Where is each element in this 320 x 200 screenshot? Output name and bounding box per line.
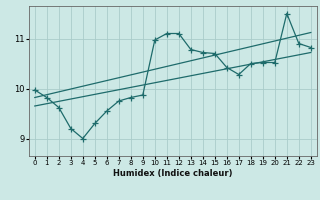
X-axis label: Humidex (Indice chaleur): Humidex (Indice chaleur) xyxy=(113,169,233,178)
